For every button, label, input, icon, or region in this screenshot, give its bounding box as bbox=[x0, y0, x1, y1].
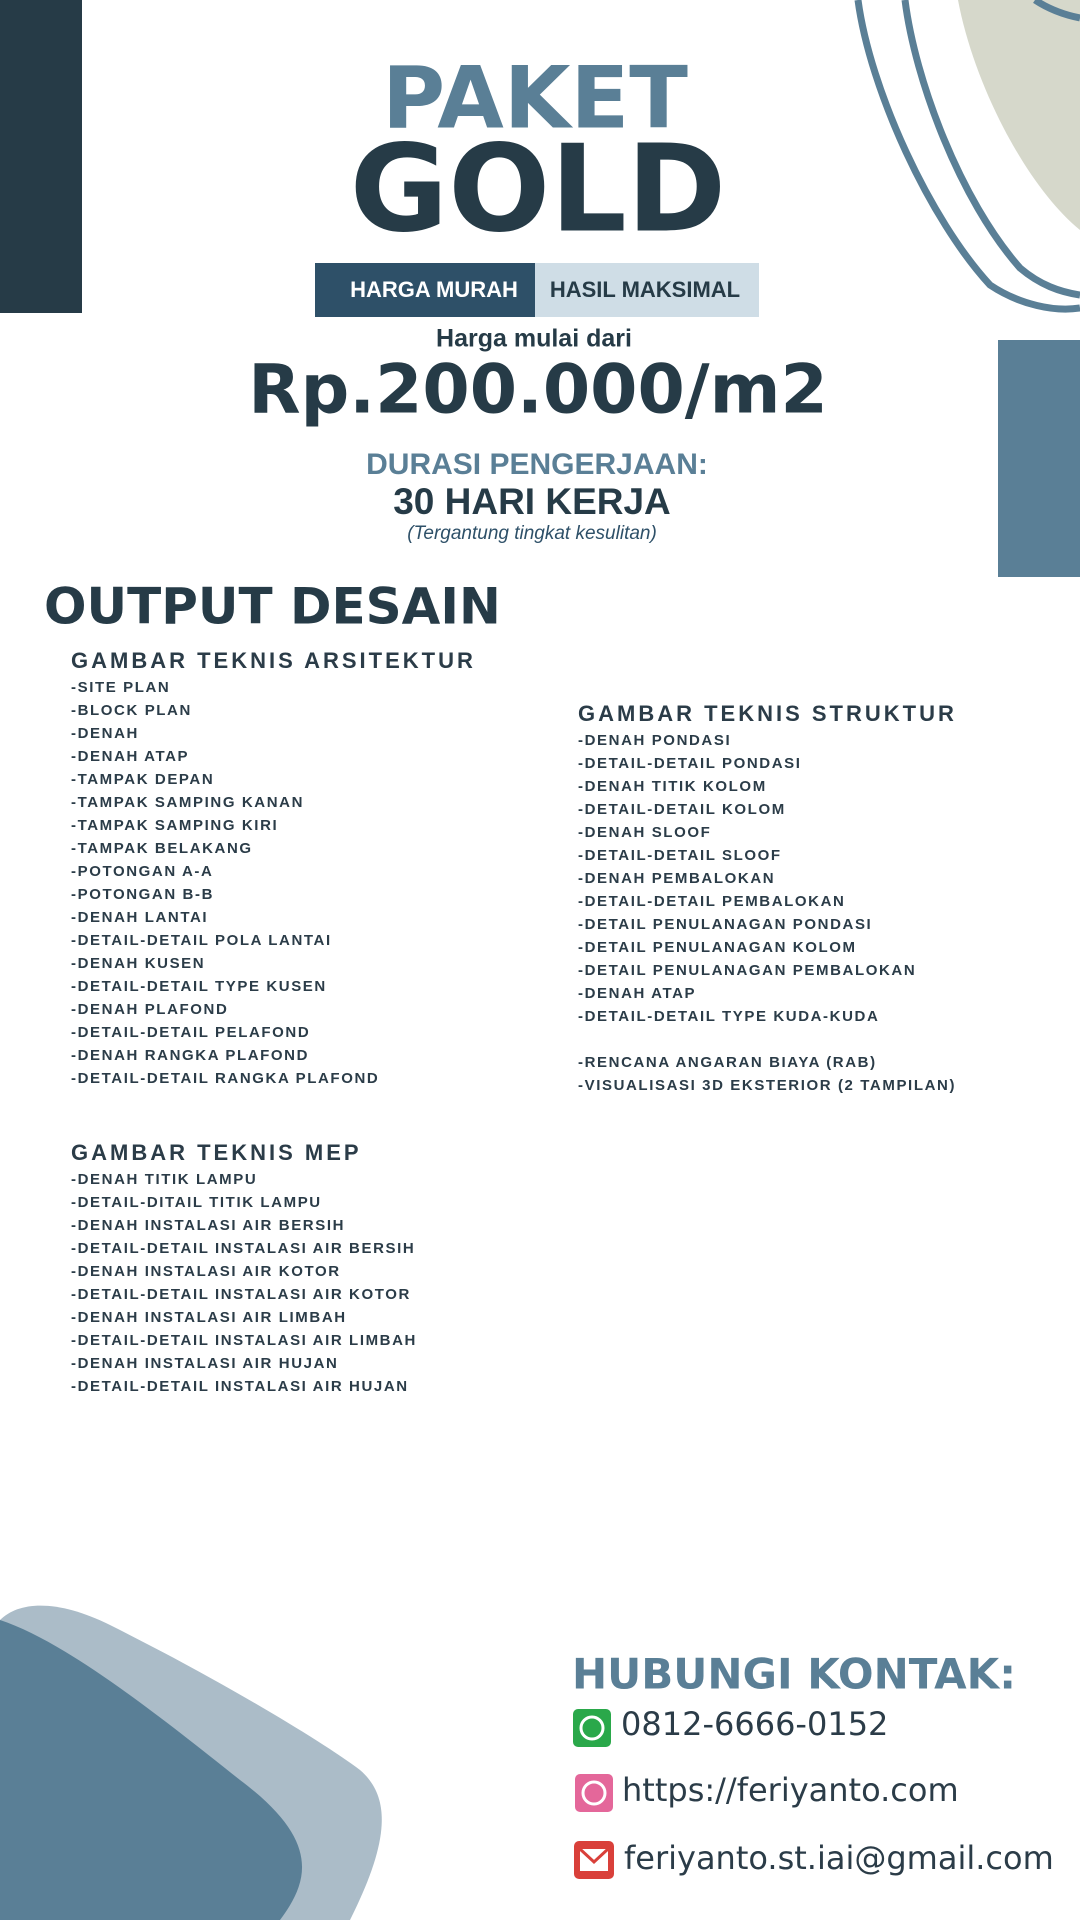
list-item: -TAMPAK DEPAN bbox=[71, 771, 214, 788]
list-item: -DENAH LANTAI bbox=[71, 909, 208, 926]
list-item: -RENCANA ANGARAN BIAYA (RAB) bbox=[578, 1054, 877, 1071]
price-label: Harga mulai dari bbox=[436, 325, 632, 353]
duration: 30 HARI KERJA bbox=[393, 481, 671, 522]
list-item: -DENAH SLOOF bbox=[578, 824, 711, 841]
list-item: -DENAH INSTALASI AIR BERSIH bbox=[71, 1217, 345, 1234]
phone: 0812-6666-0152 bbox=[621, 1705, 888, 1743]
badge-left: HARGA MURAH bbox=[350, 277, 518, 302]
deco-curve bbox=[854, 0, 1080, 313]
list-item: -DETAIL-DITAIL TITIK LAMPU bbox=[71, 1194, 322, 1211]
list-item: -TAMPAK SAMPING KANAN bbox=[71, 794, 304, 811]
list-item: -DETAIL-DETAIL POLA LANTAI bbox=[71, 932, 332, 949]
left-bar bbox=[0, 0, 82, 313]
price: Rp.200.000/m2 bbox=[248, 351, 828, 430]
list-item: -POTONGAN A-A bbox=[71, 863, 213, 880]
list-item: -DETAIL-DETAIL PEMBALOKAN bbox=[578, 893, 845, 910]
title-line1: PAKET bbox=[382, 48, 688, 148]
title-line2: GOLD bbox=[350, 121, 727, 260]
list-item: -DETAIL-DETAIL TYPE KUDA-KUDA bbox=[578, 1008, 879, 1025]
list-item: -DETAIL-DETAIL PONDASI bbox=[578, 755, 802, 772]
list-item: -SITE PLAN bbox=[71, 679, 170, 696]
list-item: -DETAIL-DETAIL PELAFOND bbox=[71, 1024, 310, 1041]
list-item: -DETAIL-DETAIL INSTALASI AIR BERSIH bbox=[71, 1240, 415, 1257]
list-item: -TAMPAK SAMPING KIRI bbox=[71, 817, 278, 834]
email: feriyanto.st.iai@gmail.com bbox=[624, 1839, 1054, 1877]
badge-right-bg bbox=[535, 263, 759, 317]
contact-title: HUBUNGI KONTAK: bbox=[572, 1650, 1016, 1699]
list-item: -DETAIL-DETAIL RANGKA PLAFOND bbox=[71, 1070, 379, 1087]
list-item: -DENAH PEMBALOKAN bbox=[578, 870, 775, 887]
list-item: -POTONGAN B-B bbox=[71, 886, 214, 903]
list-item: -DENAH PONDASI bbox=[578, 732, 731, 749]
list-item: -DENAH PLAFOND bbox=[71, 1001, 228, 1018]
list-item: -TAMPAK BELAKANG bbox=[71, 840, 253, 857]
list-item: -BLOCK PLAN bbox=[71, 702, 192, 719]
list-item: -DENAH KUSEN bbox=[71, 955, 205, 972]
list-item: -DENAH TITIK LAMPU bbox=[71, 1171, 257, 1188]
duration-label: DURASI PENGERJAAN: bbox=[366, 448, 708, 481]
deco-shape bbox=[0, 1620, 303, 1920]
list-item: -DENAH RANGKA PLAFOND bbox=[71, 1047, 309, 1064]
website: https://feriyanto.com bbox=[622, 1771, 959, 1809]
badge-left-bg bbox=[315, 263, 535, 317]
list-item: -DETAIL PENULANAGAN PONDASI bbox=[578, 916, 872, 933]
list-item: -DETAIL-DETAIL INSTALASI AIR HUJAN bbox=[71, 1378, 409, 1395]
list-item: -DETAIL PENULANAGAN PEMBALOKAN bbox=[578, 962, 916, 979]
output-title: OUTPUT DESAIN bbox=[44, 578, 501, 636]
list-item: -DENAH ATAP bbox=[71, 748, 189, 765]
list-item: -DENAH INSTALASI AIR KOTOR bbox=[71, 1263, 341, 1280]
list-item: -DENAH bbox=[71, 725, 139, 742]
right-block bbox=[998, 340, 1080, 577]
whatsapp-icon-glyph bbox=[579, 1715, 605, 1741]
section-title: GAMBAR TEKNIS MEP bbox=[71, 1140, 362, 1165]
list-item: -DETAIL-DETAIL INSTALASI AIR LIMBAH bbox=[71, 1332, 417, 1349]
whatsapp-icon bbox=[573, 1709, 611, 1747]
list-item: -DETAIL-DETAIL KOLOM bbox=[578, 801, 786, 818]
deco-curve bbox=[901, 0, 1080, 299]
section-title: GAMBAR TEKNIS STRUKTUR bbox=[578, 701, 957, 726]
list-item: -DENAH INSTALASI AIR LIMBAH bbox=[71, 1309, 347, 1326]
list-item: -DETAIL-DETAIL TYPE KUSEN bbox=[71, 978, 327, 995]
website-icon bbox=[575, 1774, 613, 1812]
list-item: -DENAH TITIK KOLOM bbox=[578, 778, 767, 795]
list-item: -DETAIL PENULANAGAN KOLOM bbox=[578, 939, 857, 956]
section-title: GAMBAR TEKNIS ARSITEKTUR bbox=[71, 648, 476, 673]
email-icon-flap bbox=[578, 1847, 610, 1865]
deco-shape bbox=[958, 0, 1080, 230]
list-item: -VISUALISASI 3D EKSTERIOR (2 TAMPILAN) bbox=[578, 1077, 956, 1094]
list-item: -DENAH INSTALASI AIR HUJAN bbox=[71, 1355, 338, 1372]
duration-note: (Tergantung tingkat kesulitan) bbox=[407, 523, 657, 544]
deco-curve bbox=[1033, 0, 1080, 22]
badge-right: HASIL MAKSIMAL bbox=[550, 277, 740, 302]
list-item: -DENAH ATAP bbox=[578, 985, 696, 1002]
list-item: -DETAIL-DETAIL INSTALASI AIR KOTOR bbox=[71, 1286, 411, 1303]
list-item: -DETAIL-DETAIL SLOOF bbox=[578, 847, 782, 864]
website-icon-glyph bbox=[581, 1780, 607, 1806]
